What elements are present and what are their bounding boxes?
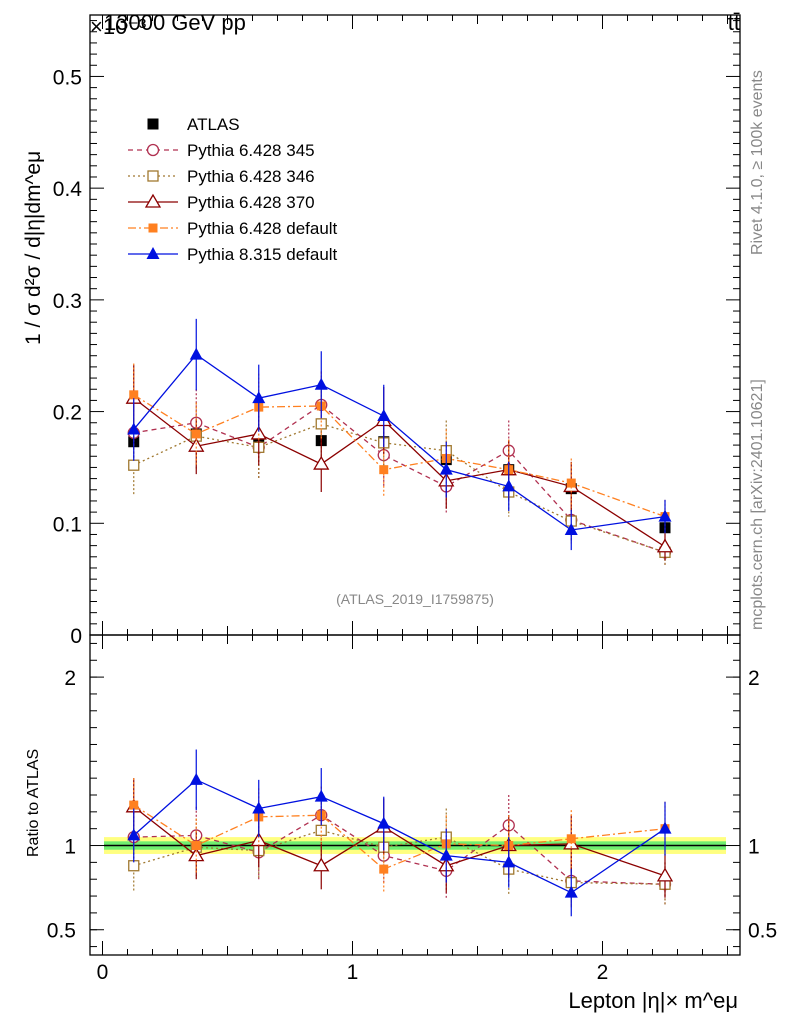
- legend: ATLAS Pythia 6.428 345 Pythia 6.428 346 Pyt…: [128, 115, 338, 264]
- data-point: [313, 857, 330, 872]
- plot-frame: [89, 14, 741, 636]
- y-tick-label: 0.1: [53, 513, 82, 536]
- data-point: [313, 455, 330, 470]
- x-tick-label: 0: [97, 961, 109, 984]
- y-tick-label: 1: [64, 836, 76, 859]
- legend-label: Pythia 6.428 default: [187, 219, 338, 238]
- analysis-label: (ATLAS_2019_I1759875): [336, 591, 494, 607]
- data-point: [129, 800, 139, 810]
- series-p346: [128, 801, 671, 908]
- y-tick-label: 0.3: [53, 290, 82, 313]
- data-point: [439, 462, 453, 475]
- data-point: [315, 418, 327, 430]
- main-ylabel: 1 / σ d²σ / d|η|dm^eμ: [22, 151, 45, 345]
- series-line-p346: [133, 829, 666, 885]
- ratio-ylabel: Ratio to ATLAS: [25, 749, 42, 857]
- series-line-p346: [133, 423, 666, 553]
- series-p345: [127, 371, 672, 566]
- y-tick-label: 0.2: [53, 402, 82, 425]
- series-p6def: [129, 363, 670, 534]
- process-label: tt̄: [728, 10, 740, 35]
- data-point: [127, 422, 141, 435]
- y-tick-label-right: 2: [748, 667, 760, 690]
- main-panel: 0.1 0.2 0.3 0.4 0.5 0: [53, 14, 741, 648]
- legend-label: Pythia 6.428 345: [187, 141, 315, 160]
- y-tick-label: 0.5: [47, 920, 76, 943]
- ratio-panel: 0.5 0.5 1 1 2 2 0 1 2: [47, 634, 777, 984]
- energy-label: 13000 GeV pp: [104, 10, 246, 35]
- x-tick-label: 1: [347, 961, 359, 984]
- y-tick-label: 0.5: [53, 66, 82, 89]
- data-point: [658, 509, 672, 522]
- data-point: [314, 789, 328, 802]
- data-point: [189, 347, 203, 360]
- data-point: [129, 390, 139, 400]
- series-line-p6def: [133, 394, 666, 518]
- y-tick-label-zero: 0: [70, 625, 82, 648]
- legend-marker: [147, 118, 159, 130]
- x-tick-label: 2: [597, 961, 609, 984]
- data-point: [191, 841, 201, 851]
- data-point: [128, 459, 140, 471]
- data-point: [564, 885, 578, 898]
- y-tick-label: 2: [64, 667, 76, 690]
- y-tick-label-right: 1: [748, 836, 760, 859]
- series-p370: [125, 364, 674, 561]
- legend-marker: [146, 143, 160, 157]
- series-p346: [128, 390, 671, 566]
- data-point: [439, 848, 453, 861]
- data-point: [377, 409, 391, 422]
- data-point: [252, 391, 266, 404]
- data-point: [502, 479, 516, 492]
- data-point: [379, 864, 389, 874]
- series-p8def: [127, 318, 672, 551]
- exponent-label: ×10⁻³: [90, 14, 146, 39]
- series-p6def: [129, 778, 670, 893]
- legend-label: Pythia 6.428 346: [187, 167, 315, 186]
- x-axis-label: Lepton |η|× m^eμ: [568, 988, 738, 1013]
- plot-frame: [89, 634, 741, 956]
- data-point: [127, 828, 141, 841]
- data-point: [566, 478, 576, 488]
- data-point: [377, 816, 391, 829]
- legend-marker: [148, 223, 158, 233]
- y-tick-label-right: 0.5: [748, 920, 777, 943]
- data-point: [658, 821, 672, 834]
- data-point: [564, 522, 578, 535]
- data-point: [566, 834, 576, 844]
- legend-marker: [147, 170, 159, 182]
- legend-label: ATLAS: [187, 115, 240, 134]
- data-point: [314, 377, 328, 390]
- data-point: [252, 801, 266, 814]
- data-point: [656, 867, 674, 882]
- mcplots-label: mcplots.cern.ch [arXiv:2401.10621]: [749, 379, 766, 630]
- rivet-label: Rivet 4.1.0, ≥ 100k events: [749, 70, 766, 255]
- data-point: [379, 465, 389, 475]
- legend-label: Pythia 6.428 370: [187, 193, 315, 212]
- data-point: [189, 772, 203, 785]
- series-line-p370: [133, 397, 666, 548]
- y-tick-label: 0.4: [53, 178, 83, 201]
- legend-marker: [146, 247, 160, 259]
- legend-marker: [144, 193, 162, 208]
- data-point: [502, 855, 516, 868]
- data-point: [191, 429, 201, 439]
- series-p8def: [127, 749, 672, 917]
- series-line-p345: [133, 404, 666, 553]
- legend-label: Pythia 8.315 default: [187, 245, 338, 264]
- data-point: [656, 538, 674, 553]
